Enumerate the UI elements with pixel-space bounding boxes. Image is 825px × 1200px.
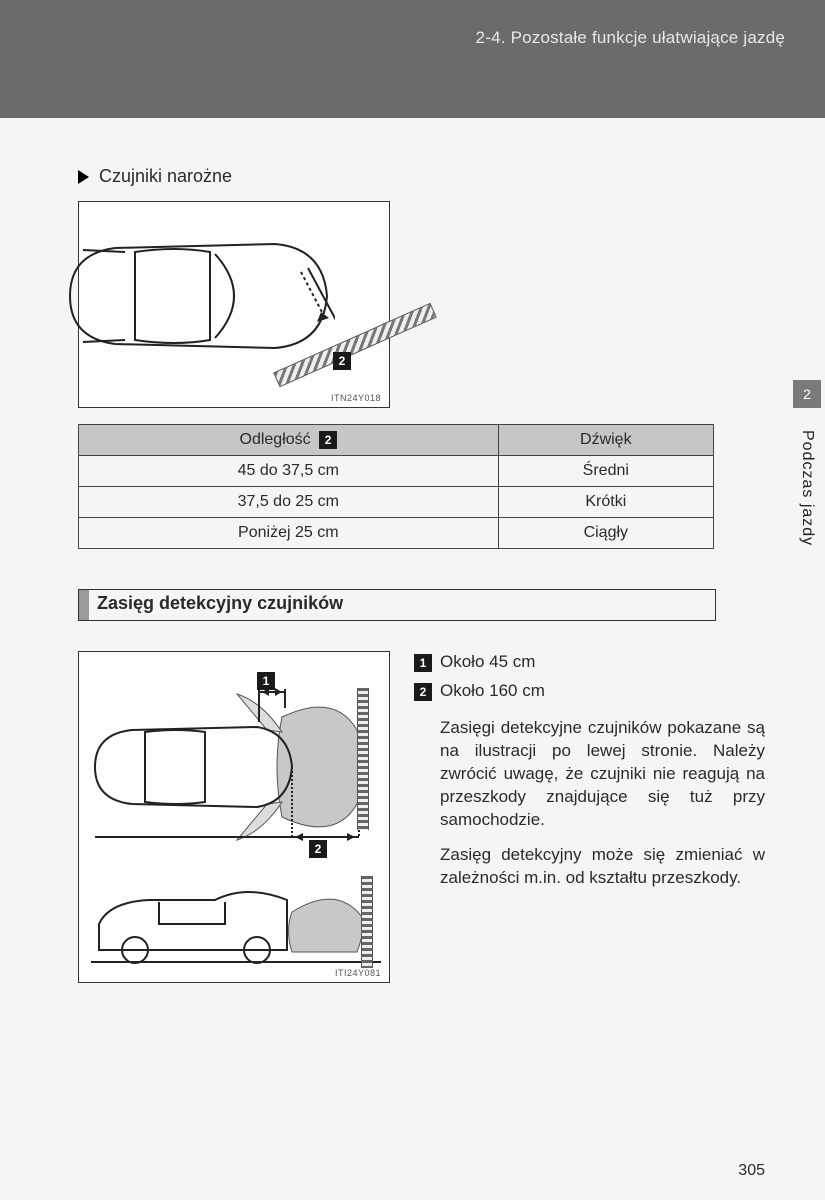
sound-cell: Krótki <box>498 487 713 518</box>
page-body: Czujniki narożne 2 ITN24Y018 Odległość 2… <box>0 118 825 983</box>
car-top-svg <box>65 226 335 366</box>
range-badge2: 2 <box>309 840 327 858</box>
sound-cell: Ciągły <box>498 518 713 549</box>
col1-header: Odległość 2 <box>79 425 499 456</box>
dist-cell: 45 do 37,5 cm <box>79 456 499 487</box>
section1-heading-text: Czujniki narożne <box>99 166 232 187</box>
section2-title-bar: Zasięg detekcyjny czujników <box>78 589 716 621</box>
para1: Zasięgi detekcyjne czujników pokazane są… <box>414 717 765 832</box>
wall-side <box>361 876 373 968</box>
detection-range-diagram: 1 2 ITI24Y081 <box>78 651 390 983</box>
dist-cell: Poniżej 25 cm <box>79 518 499 549</box>
chapter-tab: 2 <box>793 380 821 408</box>
range-item-1: 1 Około 45 cm <box>414 651 765 674</box>
col2-header: Dźwięk <box>498 425 713 456</box>
col1-header-badge: 2 <box>319 431 337 449</box>
range-side-svg <box>87 872 381 967</box>
diagram1-code: ITN24Y018 <box>331 393 381 403</box>
wall-top <box>357 688 369 830</box>
diagram1-badge: 2 <box>333 352 351 370</box>
range-item-2: 2 Około 160 cm <box>414 680 765 703</box>
item-text: Około 45 cm <box>440 651 535 674</box>
section2-text: 1 Około 45 cm 2 Około 160 cm Zasięgi det… <box>414 651 765 983</box>
header-breadcrumb: 2-4. Pozostałe funkcje ułatwiające jazdę <box>476 28 785 48</box>
table-row: 45 do 37,5 cm Średni <box>79 456 714 487</box>
item-text: Około 160 cm <box>440 680 545 703</box>
triangle-icon <box>78 170 89 184</box>
dist-cell: 37,5 do 25 cm <box>79 487 499 518</box>
section2-title: Zasięg detekcyjny czujników <box>89 590 351 620</box>
range-top-svg <box>87 682 381 852</box>
table-header-row: Odległość 2 Dźwięk <box>79 425 714 456</box>
table-row: 37,5 do 25 cm Krótki <box>79 487 714 518</box>
page-number: 305 <box>738 1162 765 1180</box>
diagram2-code: ITI24Y081 <box>335 968 381 978</box>
col1-header-text: Odległość <box>240 431 311 448</box>
para2: Zasięg detekcyjny może się zmieniać w za… <box>414 844 765 890</box>
section2-content: 1 2 ITI24Y081 1 Około 45 cm 2 Około 160 … <box>78 651 765 983</box>
side-label: Podczas jazdy <box>798 430 816 546</box>
sound-cell: Średni <box>498 456 713 487</box>
corner-sensor-diagram: 2 ITN24Y018 <box>78 201 390 408</box>
sensor-distance-table: Odległość 2 Dźwięk 45 do 37,5 cm Średni … <box>78 424 714 549</box>
section1-heading: Czujniki narożne <box>78 166 765 187</box>
item-badge: 2 <box>414 683 432 701</box>
title-accent <box>79 590 89 620</box>
table-row: Poniżej 25 cm Ciągły <box>79 518 714 549</box>
header-bar: 2-4. Pozostałe funkcje ułatwiające jazdę <box>0 0 825 118</box>
item-badge: 1 <box>414 654 432 672</box>
range-badge1: 1 <box>257 672 275 690</box>
